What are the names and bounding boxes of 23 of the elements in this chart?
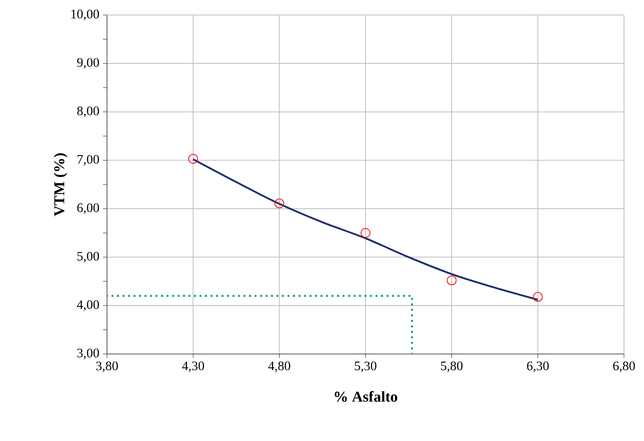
line-series	[192, 158, 539, 301]
point	[360, 228, 370, 238]
x-tick-label: 4,30	[182, 362, 204, 372]
y-tick-label: 3,00	[77, 348, 99, 360]
x-tick-label: 5,30	[354, 362, 376, 372]
x-tick-label: 6,30	[527, 362, 549, 372]
x-tick-label: 5,80	[441, 362, 463, 372]
y-tick-label: 5,00	[77, 252, 99, 262]
x-tick-label: 6,80	[613, 362, 635, 372]
x-tick-label: 3,80	[96, 362, 118, 372]
y-tick-label: 9,00	[77, 58, 99, 69]
y-tick-label: 7,00	[78, 154, 99, 166]
y-tick-label: 4,00	[76, 300, 99, 311]
y-tick-label: 6,00	[77, 203, 99, 214]
y-tick-label: 10,00	[71, 10, 99, 20]
y-axis-title: VTM (%)	[54, 153, 68, 216]
point	[446, 275, 457, 286]
x-axis-title: % Asfalto	[334, 391, 398, 402]
point	[188, 154, 198, 164]
point	[532, 292, 543, 302]
point	[274, 198, 284, 208]
x-tick-label: 4,80	[268, 362, 290, 372]
y-tick-label: 8,00	[77, 106, 99, 118]
